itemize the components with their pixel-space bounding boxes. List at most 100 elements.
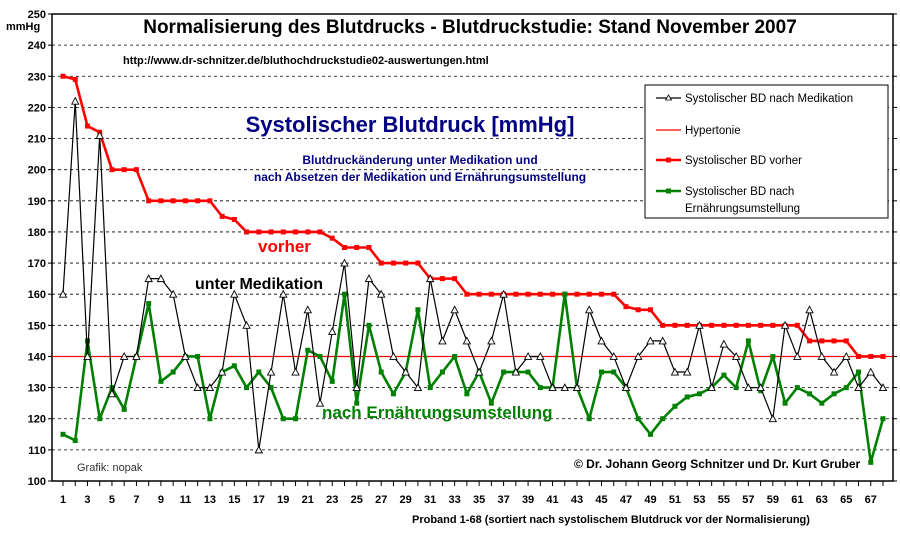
data-point [780,320,790,329]
data-point [182,198,188,204]
data-point [599,369,605,375]
data-point [684,394,690,400]
data-point [513,291,519,297]
legend-marker [666,157,671,163]
description-line-2: nach Absetzen der Medikation und Ernähru… [254,170,586,184]
data-point [305,229,311,235]
data-point [878,383,888,392]
data-point [119,352,129,360]
data-point [156,274,166,283]
data-point [72,76,78,82]
y-tick-label: 100 [28,476,46,488]
data-point [646,336,655,345]
data-point [254,445,264,454]
data-point [60,431,66,437]
x-tick-label: 31 [424,494,436,506]
legend-label: Systolischer BD nach [685,186,794,198]
data-point [144,274,153,283]
data-point [721,322,727,328]
annotation-medikation: unter Medikation [195,276,323,293]
data-point [158,378,164,384]
data-point [168,289,178,298]
data-point [317,353,323,359]
data-point [366,322,372,328]
data-point [696,391,702,397]
data-point [831,338,837,344]
legend-label: Hypertonie [685,125,741,137]
data-point [268,229,274,235]
data-point [146,198,152,204]
x-tick-label: 5 [109,494,115,506]
data-point [745,322,751,328]
x-tick-label: 7 [133,494,139,506]
data-point [230,289,239,298]
x-tick-label: 1 [60,494,66,506]
data-point [474,367,484,376]
y-axis-unit: mmHg [6,21,40,33]
data-point [133,167,139,173]
x-tick-label: 43 [571,494,583,506]
data-point [280,229,286,235]
x-tick-label: 23 [326,494,338,506]
data-point [829,367,839,376]
y-tick-label: 230 [28,71,46,83]
data-point [217,367,227,376]
data-point [745,338,751,344]
data-point [819,400,825,406]
x-tick-label: 41 [546,494,558,506]
x-tick-label: 33 [449,494,461,506]
x-tick-label: 9 [158,494,164,506]
data-point [266,367,276,376]
data-point [72,438,78,444]
legend-label: Systolischer BD nach Medikation [685,93,853,105]
data-point [439,369,445,375]
x-tick-label: 17 [253,494,265,506]
chart-title: Normalisierung des Blutdrucks - Blutdruc… [143,17,797,38]
data-point [354,400,360,406]
legend-item: Systolischer BD nach Medikation [656,93,853,105]
data-point [633,352,643,360]
data-point [146,301,152,307]
legend-box [644,84,889,219]
data-point [550,291,556,297]
series-0 [58,96,888,454]
annotation-ernaehrung: nach Ernährungsumstellung [322,403,552,422]
data-point [291,367,300,376]
data-point [499,289,508,298]
legend-item: Hypertonie [656,125,741,137]
data-point [560,383,570,392]
data-point [60,73,66,79]
data-point [403,260,409,266]
y-tick-label: 190 [28,196,46,208]
x-tick-label: 39 [522,494,534,506]
y-tick-label: 160 [28,289,46,301]
data-point [660,322,666,328]
data-point [586,291,592,297]
data-point [329,378,335,384]
data-point [476,291,482,297]
x-tick-label: 15 [228,494,240,506]
data-point [315,398,325,407]
data-point [158,198,164,204]
data-point [341,291,347,297]
data-point [193,383,202,392]
x-tick-label: 37 [497,494,509,506]
series-1 [60,73,886,359]
data-point [843,338,849,344]
data-point [647,431,653,437]
data-point [97,416,103,422]
data-point [768,414,778,423]
data-point [537,291,543,297]
data-point [84,123,90,129]
data-point [599,291,605,297]
data-point [170,198,176,204]
data-point [413,383,423,392]
x-tick-label: 59 [767,494,779,506]
data-point [366,245,372,250]
x-tick-label: 27 [375,494,387,506]
data-point [660,416,666,422]
x-tick-label: 45 [595,494,607,506]
data-point [536,352,545,360]
x-tick-label: 3 [84,494,90,506]
data-point [121,167,127,173]
